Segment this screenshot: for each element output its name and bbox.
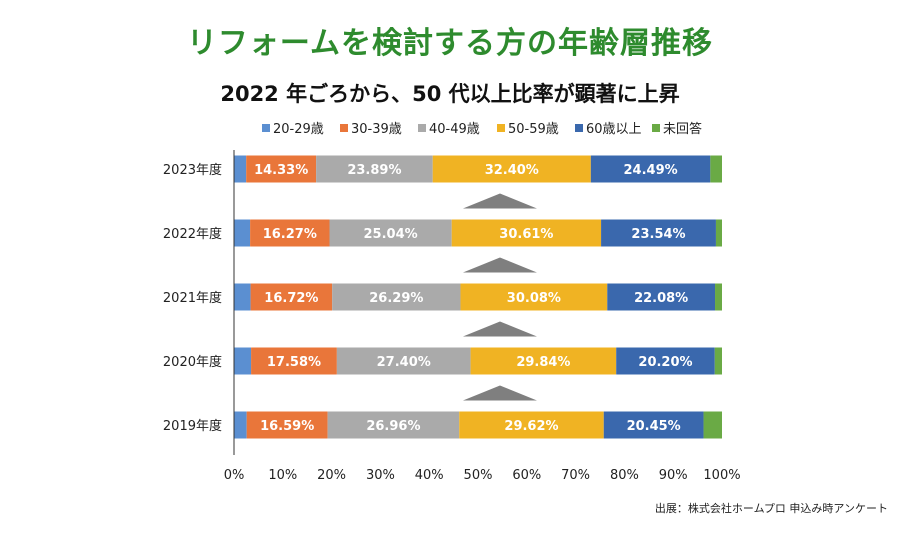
bar-segment: [703, 411, 722, 439]
legend-swatch: [575, 124, 583, 132]
chart-title: リフォームを検討する方の年齢層推移: [186, 26, 714, 61]
data-label: 32.40%: [485, 163, 539, 178]
x-tick-label: 20%: [317, 468, 346, 483]
x-tick-label: 60%: [512, 468, 541, 483]
data-label: 20.20%: [638, 355, 692, 370]
legend-label: 60歳以上: [586, 122, 642, 137]
bar-segment: [451, 219, 602, 247]
up-arrow-icon: [462, 193, 537, 209]
category-label: 2022年度: [163, 226, 222, 242]
legend-swatch: [497, 124, 505, 132]
bar-segment: [234, 347, 252, 375]
up-arrow-icon: [462, 257, 537, 273]
bars: 14.33% 23.89% 32.40% 24.49% 16.27% 25.04% 30.6…: [234, 155, 722, 439]
bar-segment: [316, 155, 433, 183]
bar-segment: [603, 411, 704, 439]
x-tick-label: 100%: [703, 468, 740, 483]
bar-segment: [251, 347, 337, 375]
bar-segment: [327, 411, 460, 439]
data-label: 23.54%: [631, 227, 685, 242]
legend-label: 30-39歳: [351, 122, 402, 137]
x-tick-label: 70%: [561, 468, 590, 483]
legend: 20-29歳 30-39歳 40-49歳 50-59歳 60歳以上 未回答: [262, 121, 702, 137]
data-label: 16.72%: [264, 291, 318, 306]
bar-segment: [250, 219, 330, 247]
x-tick-label: 10%: [268, 468, 297, 483]
bar-segment: [336, 347, 471, 375]
x-tick-label: 30%: [366, 468, 395, 483]
bar-segment: [710, 155, 722, 183]
x-tick-label: 50%: [464, 468, 493, 483]
bar-segment: [234, 155, 247, 183]
data-label: 26.29%: [369, 291, 423, 306]
bar-segment: [459, 411, 604, 439]
data-label: 29.84%: [516, 355, 570, 370]
data-label: 17.58%: [267, 355, 321, 370]
up-arrow-icon: [462, 385, 537, 401]
bar-segment: [250, 283, 333, 311]
bar-segment: [715, 283, 722, 311]
category-label: 2019年度: [163, 418, 222, 434]
data-label: 25.04%: [364, 227, 418, 242]
data-label: 30.61%: [499, 227, 553, 242]
data-label: 16.59%: [260, 419, 314, 434]
bar-segment: [590, 155, 711, 183]
x-tick-label: 40%: [415, 468, 444, 483]
bar-segment: [715, 219, 722, 247]
category-label: 2020年度: [163, 354, 222, 370]
x-tick-label: 80%: [610, 468, 639, 483]
data-label: 23.89%: [347, 163, 401, 178]
bar-segment: [234, 219, 251, 247]
category-label: 2023年度: [163, 162, 222, 178]
up-arrow-icon: [462, 321, 537, 337]
legend-label: 50-59歳: [508, 122, 559, 137]
legend-swatch: [418, 124, 426, 132]
legend-swatch: [652, 124, 660, 132]
bar-segment: [607, 283, 716, 311]
bar-segment: [460, 283, 608, 311]
chart-subtitle: 2022 年ごろから、50 代以上比率が顕著に上昇: [220, 82, 680, 106]
data-label: 29.62%: [504, 419, 558, 434]
bar-segment: [332, 283, 461, 311]
data-label: 16.27%: [263, 227, 317, 242]
data-label: 24.49%: [624, 163, 678, 178]
bar-segment: [329, 219, 452, 247]
data-label: 20.45%: [627, 419, 681, 434]
data-label: 26.96%: [366, 419, 420, 434]
legend-label: 40-49歳: [429, 122, 480, 137]
category-labels: 2023年度 2022年度 2021年度 2020年度 2019年度: [163, 162, 222, 434]
data-label: 30.08%: [507, 291, 561, 306]
x-tick-labels: 0% 10% 20% 30% 40% 50% 60% 70% 80% 90% 100%: [224, 468, 741, 483]
legend-swatch: [340, 124, 348, 132]
trend-arrows: [462, 193, 537, 401]
category-label: 2021年度: [163, 290, 222, 306]
bar-segment: [234, 411, 247, 439]
bar-segment: [601, 219, 716, 247]
legend-label: 20-29歳: [273, 122, 324, 137]
bar-segment: [616, 347, 715, 375]
bar-segment: [432, 155, 591, 183]
bar-segment: [470, 347, 617, 375]
x-tick-label: 90%: [659, 468, 688, 483]
data-label: 14.33%: [254, 163, 308, 178]
data-label: 27.40%: [377, 355, 431, 370]
legend-label: 未回答: [663, 121, 702, 137]
data-label: 22.08%: [634, 291, 688, 306]
legend-swatch: [262, 124, 270, 132]
bar-segment: [246, 411, 328, 439]
x-tick-label: 0%: [224, 468, 245, 483]
bar-segment: [234, 283, 251, 311]
bar-segment: [246, 155, 317, 183]
bar-segment: [714, 347, 722, 375]
source-note: 出展：株式会社ホームプロ 申込み時アンケート: [654, 502, 888, 515]
